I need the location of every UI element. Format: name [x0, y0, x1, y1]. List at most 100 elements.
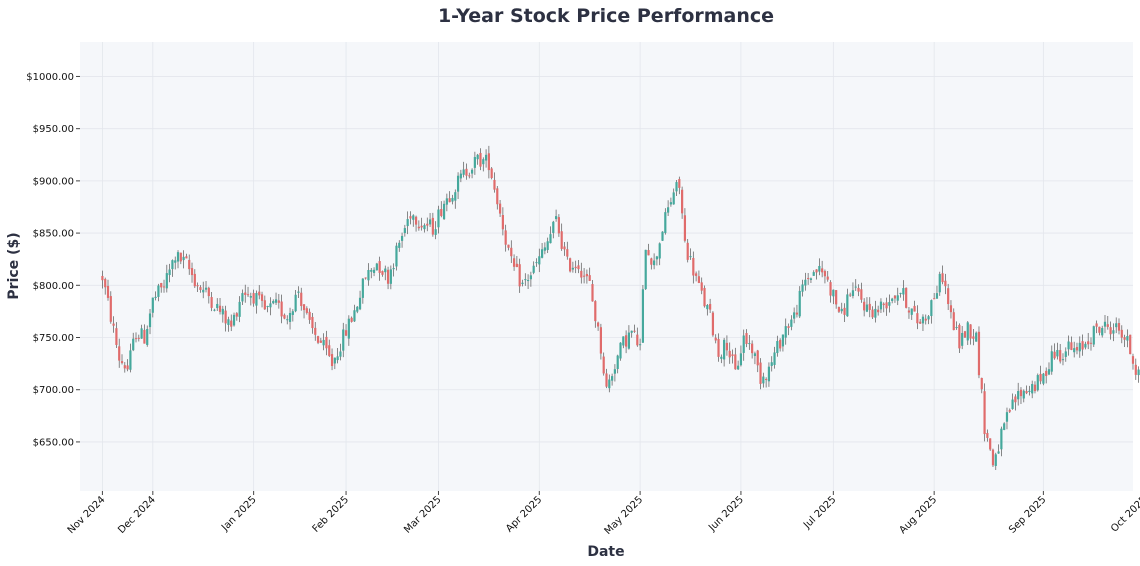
candle-body-up: [812, 272, 815, 276]
candle-body-up: [720, 356, 723, 359]
candle: [423, 223, 426, 233]
candle: [882, 302, 885, 313]
candle-body-down: [711, 312, 715, 336]
x-tick-label: Nov 2024: [66, 494, 108, 536]
candle: [776, 335, 779, 357]
candle-body-up: [664, 212, 667, 233]
candle-body-up: [549, 234, 552, 244]
candle: [535, 258, 538, 267]
candle-body-down: [1081, 341, 1084, 350]
candle: [681, 186, 684, 219]
candle: [465, 163, 468, 180]
candle-body-up: [403, 228, 406, 234]
candle-body-up: [132, 338, 135, 351]
candle: [639, 338, 642, 351]
x-tick-label: Jul 2025: [801, 494, 838, 531]
candle-body-down: [650, 258, 653, 265]
candle-body-up: [854, 286, 857, 288]
candle: [843, 303, 846, 323]
candle: [765, 377, 768, 388]
x-tick-label: Sep 2025: [1007, 494, 1048, 535]
candle: [1039, 365, 1042, 385]
candle-body-up: [554, 216, 558, 220]
candle: [154, 291, 157, 301]
candle-body-down: [969, 324, 972, 339]
candle: [221, 305, 224, 323]
candle: [1120, 325, 1123, 344]
candle-body-up: [874, 308, 877, 318]
candle: [1003, 422, 1006, 431]
candle: [958, 323, 961, 353]
candle-body-up: [784, 326, 787, 338]
candle-body-up: [930, 300, 933, 317]
candle-body-down: [501, 215, 504, 230]
candle: [336, 348, 339, 364]
candle: [801, 279, 804, 297]
candle: [798, 286, 801, 319]
y-tick-label: $950.00: [33, 124, 74, 135]
candle-body-up: [395, 245, 398, 267]
candle-body-up: [151, 297, 154, 313]
candle-body-down: [381, 271, 384, 275]
candle: [470, 168, 474, 179]
candle-body-down: [924, 318, 927, 321]
candle: [106, 279, 110, 301]
candle-body-down: [709, 304, 712, 310]
plot-area: [80, 42, 1133, 491]
candle-body-down: [1109, 327, 1112, 335]
y-axis-label: Price ($): [6, 232, 22, 299]
candle-body-down: [512, 258, 516, 267]
candle-body-up: [204, 287, 208, 290]
candle-body-down: [496, 188, 499, 205]
candle: [577, 260, 580, 274]
candle: [851, 282, 855, 299]
candle: [1064, 347, 1067, 362]
candle-body-down: [190, 268, 194, 276]
candle: [902, 280, 905, 301]
x-tick-label: Aug 2025: [897, 494, 939, 536]
candle: [779, 338, 782, 352]
candle: [879, 298, 883, 314]
candle-body-down: [944, 280, 947, 287]
candle-body-up: [762, 376, 765, 384]
candle-body-up: [1103, 321, 1107, 327]
candle: [767, 362, 771, 387]
candle: [168, 263, 171, 283]
candle-body-down: [678, 179, 681, 188]
candle-body-down: [807, 277, 810, 279]
candle: [196, 282, 199, 292]
candle: [748, 335, 751, 350]
x-tick-label: Apr 2025: [504, 494, 544, 534]
candle-body-up: [342, 329, 345, 351]
candle: [1129, 334, 1132, 355]
candle-body-down: [697, 276, 701, 283]
candle-body-down: [246, 294, 250, 296]
candle-body-down: [515, 263, 518, 268]
candle: [868, 297, 871, 318]
candle: [204, 280, 208, 293]
candle: [356, 306, 359, 314]
candle-body-up: [1078, 342, 1081, 352]
candle-body-down: [1070, 342, 1073, 350]
candle-body-down: [1059, 350, 1062, 362]
candle: [518, 258, 521, 293]
candle-body-up: [748, 343, 751, 345]
candle-body-down: [633, 330, 636, 332]
candle: [933, 292, 936, 300]
candle: [255, 290, 258, 314]
candle: [344, 324, 348, 337]
candle: [297, 286, 300, 299]
candle-body-down: [871, 309, 874, 318]
candle-body-down: [857, 287, 860, 292]
candle: [835, 290, 838, 309]
candle-body-down: [364, 277, 367, 279]
candle-body-down: [557, 217, 560, 234]
candle: [762, 372, 765, 388]
candle: [616, 354, 619, 374]
candle-body-up: [630, 330, 633, 333]
candle: [428, 213, 432, 228]
candle-body-down: [588, 275, 591, 281]
candle: [174, 256, 177, 270]
candle: [148, 308, 152, 335]
candle: [269, 297, 272, 316]
